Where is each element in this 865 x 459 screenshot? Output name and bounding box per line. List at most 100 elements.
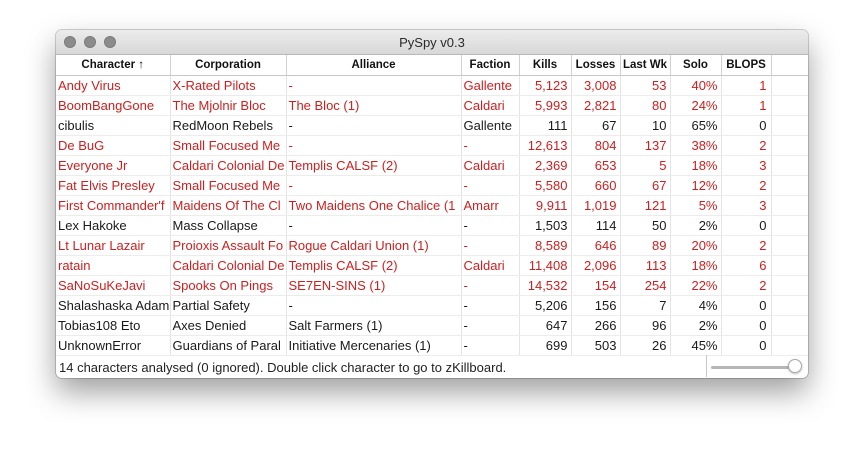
cell-character: Lex Hakoke	[56, 215, 171, 236]
cell-corporation: Small Focused Me	[170, 175, 287, 196]
cell-faction: -	[461, 135, 520, 156]
table-row[interactable]: Lt Lunar Lazair Proioxis Assault Fo Rogue …	[56, 235, 808, 256]
cell-last-wk: 96	[620, 315, 671, 336]
cell-losses: 3,008	[571, 75, 621, 96]
cell-last-wk: 26	[620, 335, 671, 356]
title-bar[interactable]: PySpy v0.3	[56, 30, 808, 55]
close-window-button[interactable]	[64, 36, 76, 48]
minimize-window-button[interactable]	[84, 36, 96, 48]
cell-corporation: The Mjolnir Bloc	[170, 95, 287, 116]
cell-blops: 2	[721, 175, 772, 196]
cell-losses: 2,096	[571, 255, 621, 276]
cell-last-wk: 67	[620, 175, 671, 196]
cell-corporation: Small Focused Me	[170, 135, 287, 156]
cell-kills: 5,123	[519, 75, 572, 96]
cell-blops: 2	[721, 275, 772, 296]
cell-solo: 65%	[670, 115, 722, 136]
table-header-row: Character ↑ Corporation Alliance Faction Kil…	[56, 55, 808, 76]
status-text: 14 characters analysed (0 ignored). Doub…	[59, 360, 507, 375]
column-header-blops[interactable]: BLOPS	[721, 55, 772, 76]
cell-last-wk: 80	[620, 95, 671, 116]
cell-extra	[771, 255, 808, 276]
table-row[interactable]: Shalashaska Adam Partial Safety - -5,206 156…	[56, 295, 808, 316]
cell-extra	[771, 75, 808, 96]
cell-kills: 1,503	[519, 215, 572, 236]
column-header-extra[interactable]	[771, 55, 808, 76]
cell-losses: 2,821	[571, 95, 621, 116]
cell-alliance: -	[286, 115, 462, 136]
table-row[interactable]: Everyone Jr Caldari Colonial De Templis CA…	[56, 155, 808, 176]
cell-character: SaNoSuKeJavi	[56, 275, 171, 296]
column-header-faction[interactable]: Faction	[461, 55, 520, 76]
cell-blops: 1	[721, 95, 772, 116]
cell-corporation: Mass Collapse	[170, 215, 287, 236]
column-header-corporation[interactable]: Corporation	[170, 55, 287, 76]
cell-last-wk: 137	[620, 135, 671, 156]
column-header-character[interactable]: Character ↑	[56, 55, 171, 76]
cell-corporation: Partial Safety	[170, 295, 287, 316]
table-row[interactable]: Andy Virus X-Rated Pilots - Gallente 5,123 3,…	[56, 75, 808, 96]
cell-last-wk: 89	[620, 235, 671, 256]
table-row[interactable]: First Commander'f Maidens Of The Cl Two Ma…	[56, 195, 808, 216]
cell-faction: Caldari	[461, 155, 520, 176]
cell-losses: 266	[571, 315, 621, 336]
table-row[interactable]: Tobias108 Eto Axes Denied Salt Farmers (1)…	[56, 315, 808, 336]
cell-solo: 24%	[670, 95, 722, 116]
cell-character: Shalashaska Adam	[56, 295, 171, 316]
cell-blops: 0	[721, 215, 772, 236]
table-row[interactable]: BoomBangGone The Mjolnir Bloc The Bloc (1)…	[56, 95, 808, 116]
column-header-last-wk[interactable]: Last Wk	[620, 55, 671, 76]
cell-character: De BuG	[56, 135, 171, 156]
table-row[interactable]: Lex Hakoke Mass Collapse - -1,503 114 50 2% 0	[56, 215, 808, 236]
cell-faction: -	[461, 295, 520, 316]
cell-faction: -	[461, 175, 520, 196]
table-row[interactable]: Fat Elvis Presley Small Focused Me - -5,580…	[56, 175, 808, 196]
table-row[interactable]: UnknownError Guardians of Paral Initiative…	[56, 335, 808, 356]
cell-extra	[771, 135, 808, 156]
cell-kills: 12,613	[519, 135, 572, 156]
cell-alliance: Initiative Mercenaries (1)	[286, 335, 462, 356]
cell-last-wk: 53	[620, 75, 671, 96]
cell-blops: 0	[721, 295, 772, 316]
cell-kills: 5,580	[519, 175, 572, 196]
cell-faction: Gallente	[461, 115, 520, 136]
cell-extra	[771, 155, 808, 176]
column-header-alliance[interactable]: Alliance	[286, 55, 462, 76]
cell-alliance: Templis CALSF (2)	[286, 155, 462, 176]
cell-character: Andy Virus	[56, 75, 171, 96]
cell-faction: -	[461, 215, 520, 236]
cell-losses: 67	[571, 115, 621, 136]
cell-faction: -	[461, 315, 520, 336]
zoom-window-button[interactable]	[104, 36, 116, 48]
cell-character: Everyone Jr	[56, 155, 171, 176]
cell-alliance: Two Maidens One Chalice (1	[286, 195, 462, 216]
cell-blops: 1	[721, 75, 772, 96]
column-header-losses[interactable]: Losses	[571, 55, 621, 76]
cell-alliance: -	[286, 75, 462, 96]
cell-kills: 647	[519, 315, 572, 336]
table-row[interactable]: SaNoSuKeJavi Spooks On Pings SE7EN-SINS (1…	[56, 275, 808, 296]
cell-corporation: Guardians of Paral	[170, 335, 287, 356]
cell-faction: Amarr	[461, 195, 520, 216]
cell-corporation: Caldari Colonial De	[170, 255, 287, 276]
cell-solo: 5%	[670, 195, 722, 216]
window-title: PySpy v0.3	[399, 35, 465, 50]
cell-corporation: Axes Denied	[170, 315, 287, 336]
cell-faction: Caldari	[461, 95, 520, 116]
column-header-kills[interactable]: Kills	[519, 55, 572, 76]
cell-faction: Gallente	[461, 75, 520, 96]
table-row[interactable]: De BuG Small Focused Me - -12,613 804 137 38% 2	[56, 135, 808, 156]
column-header-solo[interactable]: Solo	[670, 55, 722, 76]
cell-extra	[771, 335, 808, 356]
table-row[interactable]: ratain Caldari Colonial De Templis CALSF (…	[56, 255, 808, 276]
opacity-slider-thumb[interactable]	[788, 359, 802, 373]
cell-character: Lt Lunar Lazair	[56, 235, 171, 256]
table-row[interactable]: cibulis RedMoon Rebels - Gallente 111 67 10 65%…	[56, 115, 808, 136]
table-body: Andy Virus X-Rated Pilots - Gallente 5,123 3,…	[56, 75, 808, 356]
cell-losses: 154	[571, 275, 621, 296]
cell-blops: 3	[721, 195, 772, 216]
cell-losses: 653	[571, 155, 621, 176]
opacity-slider[interactable]	[711, 366, 795, 369]
cell-solo: 18%	[670, 155, 722, 176]
cell-alliance: Salt Farmers (1)	[286, 315, 462, 336]
